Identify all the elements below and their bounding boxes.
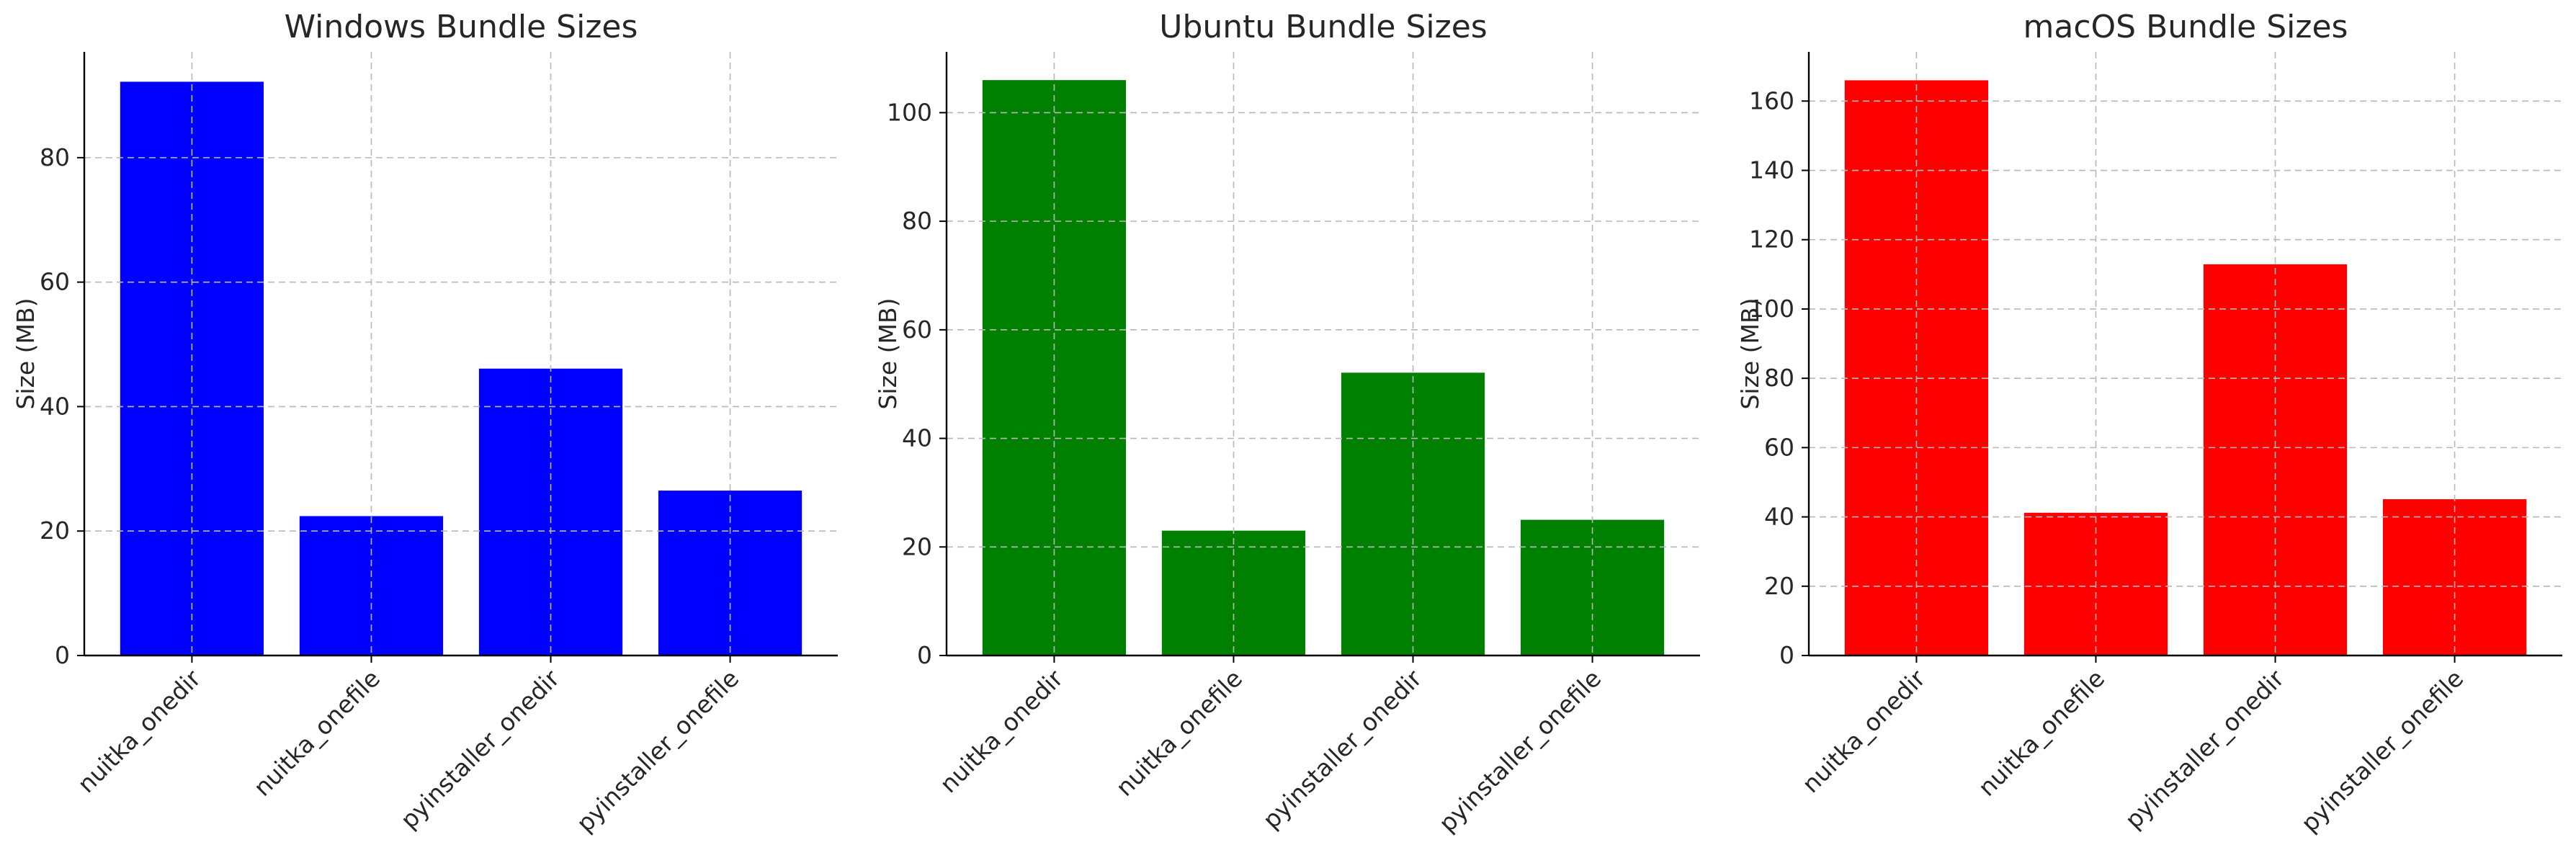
- x-tick-label: pyinstaller_onefile: [571, 664, 745, 838]
- x-tick-label: nuitka_onedir: [72, 664, 206, 798]
- y-tick-label: 20: [1764, 572, 1794, 600]
- y-tick-label: 60: [40, 268, 70, 296]
- x-tick-label: pyinstaller_onedir: [2119, 664, 2289, 834]
- y-tick-label: 0: [1779, 641, 1794, 669]
- y-tick-label: 80: [902, 207, 932, 235]
- y-tick-label: 40: [40, 392, 70, 420]
- x-tick-label: pyinstaller_onedir: [1257, 664, 1427, 834]
- chart-title: Ubuntu Bundle Sizes: [1159, 9, 1487, 45]
- y-axis-label: Size (MB): [1736, 298, 1764, 409]
- y-tick-label: 40: [902, 424, 932, 452]
- y-tick-label: 40: [1764, 503, 1794, 531]
- bar-pyinstaller_onedir: [2203, 264, 2348, 656]
- chart-title: macOS Bundle Sizes: [2023, 9, 2348, 45]
- chart-ubuntu: Ubuntu Bundle Sizes Size (MB) 0 20 40 60 80 1…: [874, 9, 1700, 838]
- chart-title: Windows Bundle Sizes: [285, 9, 638, 45]
- bar-pyinstaller_onedir: [1341, 372, 1485, 656]
- y-tick-label: 100: [1749, 295, 1794, 323]
- y-tick-label: 100: [887, 98, 932, 126]
- y-tick-label: 0: [917, 641, 932, 669]
- x-tick-label: nuitka_onefile: [1110, 664, 1248, 802]
- chart-windows: Windows Bundle Sizes Size (MB) 0 20 40 60 80…: [12, 9, 838, 838]
- chart-macos: macOS Bundle Sizes Size (MB) 0 20 40 60 80 10…: [1736, 9, 2562, 838]
- x-tick-label: nuitka_onefile: [1972, 664, 2110, 802]
- y-tick-label: 60: [902, 316, 932, 344]
- y-axis-label: Size (MB): [12, 298, 40, 409]
- x-tick-label: nuitka_onedir: [1797, 664, 1931, 798]
- y-tick-label: 20: [902, 532, 932, 560]
- y-tick-label: 120: [1749, 225, 1794, 254]
- y-tick-label: 80: [40, 143, 70, 171]
- y-tick-label: 140: [1749, 156, 1794, 184]
- x-tick-label: nuitka_onedir: [934, 664, 1068, 798]
- y-tick-label: 80: [1764, 364, 1794, 392]
- y-axis-label: Size (MB): [874, 298, 902, 409]
- x-tick-label: nuitka_onefile: [248, 664, 385, 802]
- y-tick-label: 0: [55, 641, 70, 669]
- y-tick-label: 60: [1764, 433, 1794, 461]
- y-tick-label: 20: [40, 516, 70, 545]
- x-tick-label: pyinstaller_onefile: [2296, 664, 2469, 838]
- x-tick-label: pyinstaller_onedir: [395, 664, 565, 834]
- x-tick-label: pyinstaller_onefile: [1434, 664, 1607, 838]
- y-tick-label: 160: [1749, 86, 1794, 115]
